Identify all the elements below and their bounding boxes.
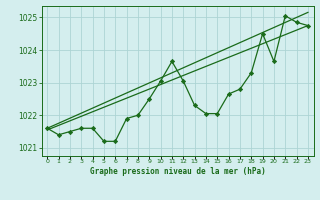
X-axis label: Graphe pression niveau de la mer (hPa): Graphe pression niveau de la mer (hPa) <box>90 167 266 176</box>
